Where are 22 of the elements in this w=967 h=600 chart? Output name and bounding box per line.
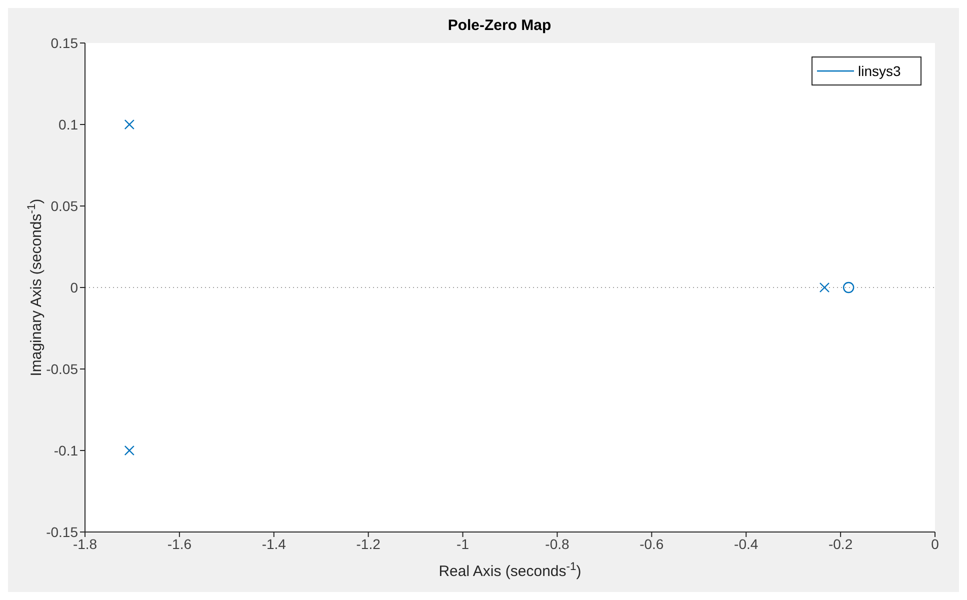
point — [819, 282, 830, 293]
point — [842, 282, 854, 294]
x-tick-label: -0.8 — [545, 536, 570, 552]
y-tick-label: -0.1 — [54, 442, 78, 458]
x-tick-label: -1.6 — [167, 536, 192, 552]
x-tick-label: -1.2 — [356, 536, 381, 552]
x-axis-title: Real Axis (seconds$^{-1}$) — [438, 561, 582, 580]
y-tick-label: 0 — [70, 279, 78, 296]
x-tick-label: -0.2 — [828, 536, 853, 552]
y-tick-label: 0.15 — [50, 34, 78, 51]
x-tick-label: -1 — [456, 536, 470, 552]
point — [124, 445, 134, 456]
chart-title: Pole-Zero Map — [448, 17, 552, 34]
x-tick-label: -0.6 — [640, 536, 664, 552]
legend-label: linsys3 — [858, 63, 902, 79]
x-tick-label: -0.4 — [734, 536, 758, 552]
y-tick-label: 0.1 — [58, 116, 78, 132]
x-tick-label: 0 — [931, 536, 940, 552]
y-tick-label: -0.05 — [46, 360, 78, 377]
point — [124, 119, 134, 130]
x-tick-label: -1.4 — [262, 536, 286, 552]
y-tick-label: 0.05 — [50, 198, 78, 214]
